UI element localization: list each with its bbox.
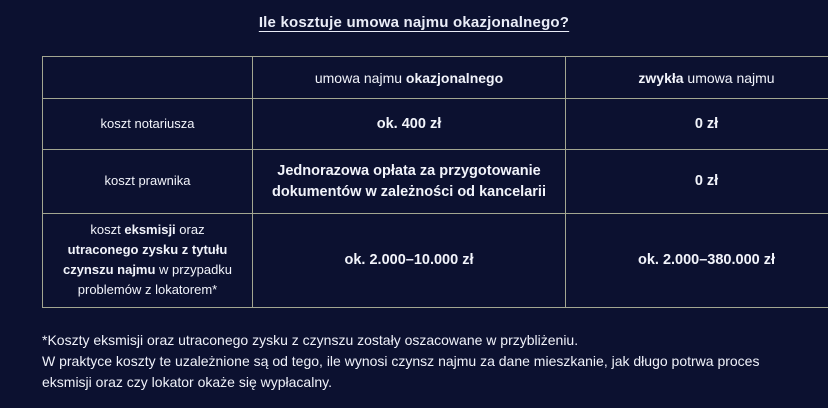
label-text: w przypadku problemów z lokatorem* <box>77 262 233 298</box>
footnote-line-1: *Koszty eksmisji oraz utraconego zysku z… <box>42 332 579 348</box>
table-row-eviction-cost: koszt eksmisji oraz utraconego zysku z t… <box>42 213 828 308</box>
table-header-row: umowa najmu okazjonalnego zwykła umowa n… <box>42 56 828 99</box>
cost-comparison-table: umowa najmu okazjonalnego zwykła umowa n… <box>42 56 828 308</box>
table-row-notary-cost: koszt notariusza ok. 400 zł 0 zł <box>42 98 828 150</box>
row-label-notary: koszt notariusza <box>42 98 253 150</box>
header-text-bold: okazjonalnego <box>405 69 504 86</box>
header-text: umowa najmu <box>314 69 406 86</box>
value-lawyer-regular: 0 zł <box>565 149 828 214</box>
label-text-bold: utraconego zysku z tytułu czynszu najmu <box>62 242 228 278</box>
header-cell-empty <box>42 56 253 99</box>
row-label-eviction: koszt eksmisji oraz utraconego zysku z t… <box>42 213 253 308</box>
header-text-bold: zwykła <box>638 69 684 86</box>
row-label-lawyer: koszt prawnika <box>42 149 253 214</box>
header-text: umowa najmu <box>683 69 775 86</box>
label-text-bold: eksmisji <box>124 222 176 237</box>
footnote-rest: W praktyce koszty te uzależnione są od t… <box>42 353 760 390</box>
header-cell-regular-lease: zwykła umowa najmu <box>565 56 828 99</box>
value-lawyer-occasional: Jednorazowa opłata za przygotowanie doku… <box>252 149 566 214</box>
footnote: *Koszty eksmisji oraz utraconego zysku z… <box>42 330 764 393</box>
value-notary-occasional: ok. 400 zł <box>252 98 566 150</box>
value-eviction-occasional: ok. 2.000–10.000 zł <box>252 213 566 308</box>
label-text: oraz <box>175 222 205 237</box>
page-title: Ile kosztuje umowa najmu okazjonalnego? <box>258 14 570 31</box>
value-eviction-regular: ok. 2.000–380.000 zł <box>565 213 828 308</box>
value-notary-regular: 0 zł <box>565 98 828 150</box>
header-cell-occasional-lease: umowa najmu okazjonalnego <box>252 56 566 99</box>
table-row-lawyer-cost: koszt prawnika Jednorazowa opłata za prz… <box>42 149 828 214</box>
label-text: koszt <box>90 222 125 237</box>
